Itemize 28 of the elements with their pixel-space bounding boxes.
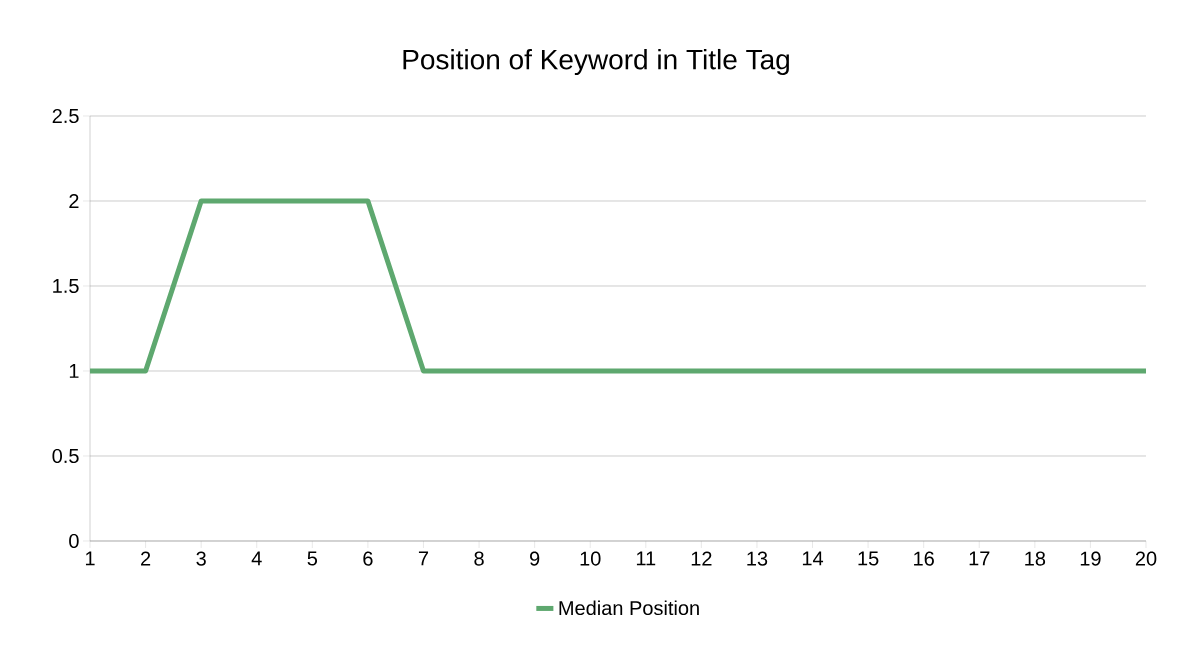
x-tick-label: 3 — [196, 551, 206, 566]
x-tick-label: 19 — [1080, 551, 1101, 566]
legend-label: Median Position — [559, 600, 699, 616]
x-tick-label: 12 — [691, 551, 712, 566]
y-tick-label: 1 — [69, 364, 79, 378]
x-tick-label: 7 — [418, 551, 429, 566]
y-tick-label: 0.5 — [52, 448, 79, 464]
x-tick-label: 16 — [914, 551, 934, 566]
x-tick-label: 18 — [1025, 551, 1046, 566]
x-tick-label: 15 — [858, 551, 879, 566]
x-tick-label: 6 — [363, 551, 373, 566]
y-tick-label: 2 — [69, 194, 79, 208]
x-tick-label: 10 — [580, 551, 601, 566]
x-tick-label: 1 — [85, 551, 95, 566]
x-tick-label: 11 — [636, 551, 656, 566]
x-tick-label: 20 — [1135, 551, 1157, 566]
y-tick-label: 2.5 — [52, 108, 79, 124]
y-tick-label: 0 — [69, 533, 79, 549]
x-tick-label: 5 — [307, 551, 318, 566]
x-tick-label: 9 — [530, 551, 540, 566]
x-tick-label: 14 — [802, 551, 824, 566]
x-tick-label: 2 — [141, 551, 151, 566]
x-tick-label: 8 — [474, 551, 484, 566]
x-tick-label: 17 — [969, 551, 990, 566]
x-tick-label: 13 — [747, 551, 768, 566]
y-tick-label: 1.5 — [53, 279, 79, 293]
x-tick-label: 4 — [251, 551, 262, 566]
chart-title: Position of Keyword in Title Tag — [403, 48, 789, 76]
